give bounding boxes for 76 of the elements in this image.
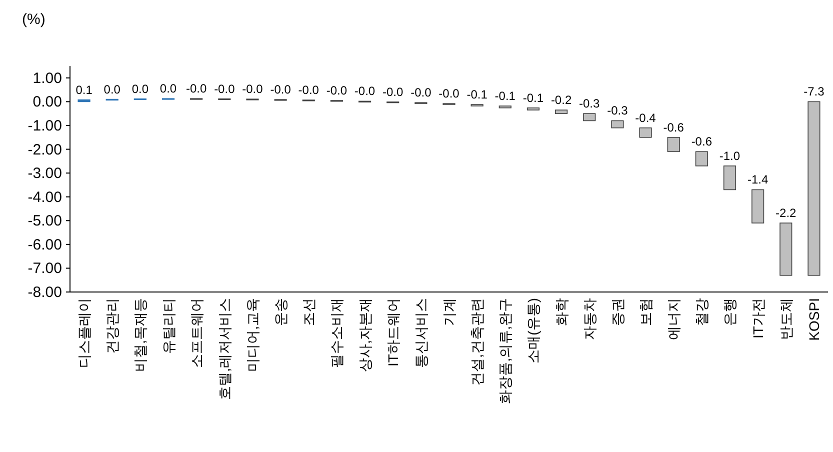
y-tick-label: -5.00 [28,212,62,230]
data-label: -0.0 [438,86,460,101]
data-label: -0.3 [579,96,600,111]
x-tick-label: 증권 [609,298,626,326]
y-tick-label: -6.00 [28,236,62,254]
x-tick-label: 화학 [553,298,570,326]
bar [780,222,792,276]
x-tick-label: 자동차 [581,298,598,340]
x-tick-label: 호텔,레저서비스 [216,298,232,400]
x-tick-label: 미디어,교육 [244,298,260,372]
data-label: -0.1 [466,88,488,102]
x-tick-label: 비철,목재등 [132,298,148,372]
x-tick-label: 필수소비재 [328,298,345,368]
bar [583,113,596,122]
x-tick-label: 소매(유통) [525,298,542,364]
data-label: -0.4 [635,110,656,125]
bar [752,189,764,224]
data-label: -0.6 [691,134,712,149]
data-label: -0.1 [494,88,516,103]
data-label: -7.3 [804,84,825,99]
bar [695,151,708,166]
data-label: -0.0 [410,86,432,100]
data-label: -0.0 [186,82,207,96]
y-tick-label: -3.00 [28,165,62,182]
data-label: -0.3 [607,104,628,118]
data-label: 0.0 [132,82,149,96]
data-label: -0.0 [326,83,348,98]
y-tick-label: -1.00 [28,117,62,134]
y-tick-label: -2.00 [28,141,62,158]
data-label: -0.0 [270,82,292,97]
bar [555,110,568,114]
x-tick-label: KOSPI [806,298,822,341]
x-tick-label: IT가전 [750,298,766,338]
y-tick-label: -4.00 [28,188,62,206]
x-tick-label: 은행 [722,298,738,326]
x-tick-label: 소프트웨어 [188,298,204,368]
data-label: -1.4 [747,172,768,187]
y-tick-label: -7.00 [28,260,62,278]
bar [723,166,736,190]
data-label: -0.2 [550,93,572,108]
x-tick-label: 통신서비스 [412,298,429,368]
data-label: -1.0 [719,148,740,163]
x-tick-label: 유틸리티 [160,298,176,354]
y-tick-label: 1.00 [32,70,62,87]
data-label: -0.0 [382,84,404,99]
x-tick-label: 보험 [638,298,654,326]
x-tick-label: 운송 [272,298,289,326]
x-tick-label: IT하드웨어 [384,298,401,366]
data-label: 0.0 [104,82,121,96]
y-axis-title: (%) [22,11,46,28]
data-label: -2.2 [776,206,797,220]
bar [808,101,820,276]
x-tick-label: 건설,건축관련 [469,298,486,386]
data-label: -0.0 [242,82,264,96]
x-tick-label: 상사,자본재 [356,298,373,372]
x-tick-label: 기계 [441,298,457,326]
y-tick-label: 0.00 [32,94,62,111]
data-label: 0.1 [76,82,93,97]
data-label: -0.0 [354,84,376,98]
data-label: -0.6 [663,120,684,134]
bar [639,127,652,138]
x-tick-label: 건강관리 [104,298,120,354]
data-label: -0.0 [298,83,320,98]
x-tick-label: 화장품,의류,완구 [497,298,514,404]
x-tick-label: 디스플레이 [76,298,92,368]
bar [667,136,680,152]
data-label: 0.0 [160,82,177,96]
x-tick-label: 철강 [694,298,710,326]
bar [526,107,540,110]
bar [611,120,624,128]
data-label: -0.0 [214,82,236,96]
y-tick-label: -8.00 [28,284,62,301]
x-tick-label: 에너지 [666,298,682,340]
data-label: -0.1 [522,90,544,105]
x-tick-label: 반도체 [778,298,794,340]
x-tick-label: 조선 [300,298,317,326]
